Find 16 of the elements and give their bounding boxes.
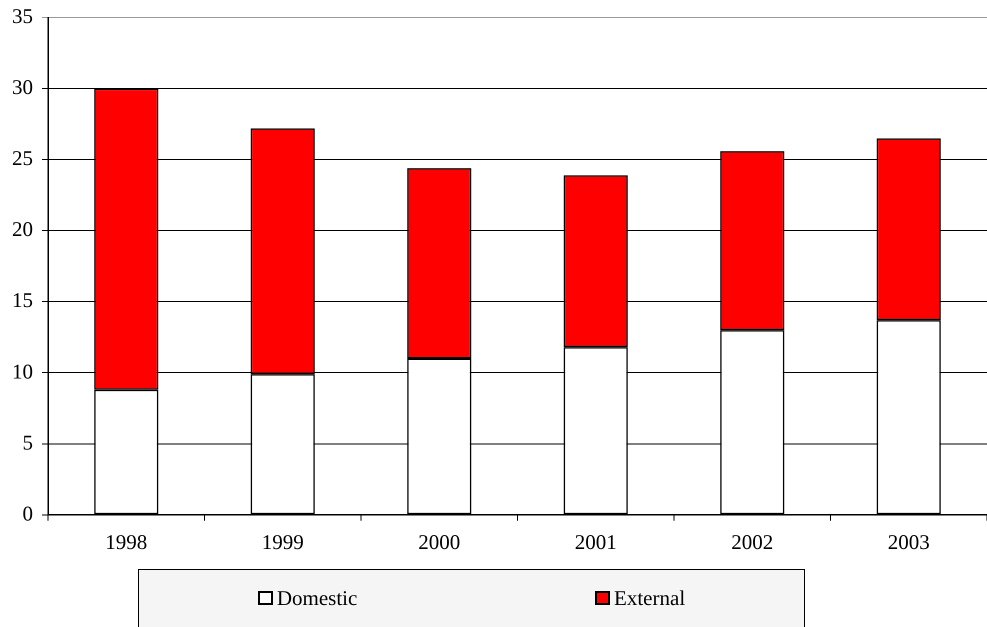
x-tick-label: 2002 <box>731 530 774 554</box>
y-tick-label: 25 <box>12 146 33 170</box>
y-tick-label: 35 <box>12 4 33 28</box>
x-tick-label: 1999 <box>262 530 304 554</box>
legend-label: External <box>614 586 686 610</box>
y-tick-label: 10 <box>12 359 33 384</box>
x-tick-label: 2000 <box>418 530 460 554</box>
x-tick-label: 2001 <box>574 530 617 554</box>
y-tick-label: 20 <box>12 217 33 242</box>
legend-label: Domestic <box>276 586 358 610</box>
y-tick-label: 5 <box>22 430 33 454</box>
y-tick-label: 30 <box>12 75 33 100</box>
y-tick-label: 15 <box>12 288 33 312</box>
y-tick-label: 0 <box>22 501 33 526</box>
x-tick-label: 1998 <box>105 530 148 554</box>
x-tick-label: 2003 <box>888 530 930 554</box>
